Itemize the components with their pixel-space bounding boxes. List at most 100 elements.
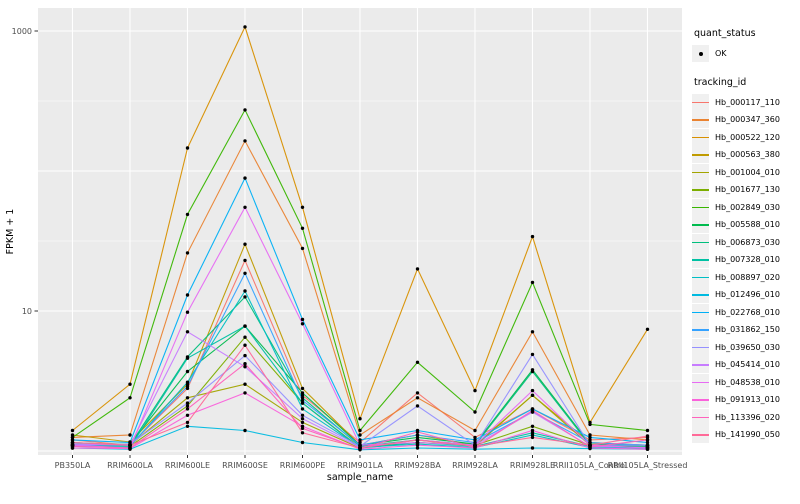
- data-point: [358, 446, 362, 450]
- data-point: [530, 428, 535, 433]
- data-point: [185, 293, 190, 297]
- data-point: [243, 391, 247, 395]
- data-point: [645, 447, 650, 451]
- legend-item-Hb_039650_030: Hb_039650_030: [692, 338, 800, 357]
- data-point: [243, 428, 247, 433]
- legend-line-swatch: [692, 391, 709, 409]
- x-tick-label: RRIM928LE: [510, 461, 555, 470]
- data-point: [243, 362, 247, 366]
- data-point: [243, 343, 247, 347]
- legend-item-label: Hb_048538_010: [715, 377, 780, 387]
- data-point: [185, 404, 190, 408]
- legend-item-Hb_022768_010: Hb_022768_010: [692, 303, 800, 322]
- data-point: [185, 407, 190, 411]
- data-point: [415, 360, 420, 364]
- data-point: [70, 438, 75, 442]
- legend-item-Hb_001004_010: Hb_001004_010: [692, 163, 800, 182]
- legend-title-quant-status: quant_status: [694, 28, 756, 39]
- x-tick-label: RRIM600SE: [222, 461, 268, 470]
- legend-title-tracking-id: tracking_id: [694, 76, 747, 88]
- data-point: [185, 212, 190, 217]
- data-point: [415, 391, 420, 395]
- data-point: [473, 438, 477, 442]
- data-point: [243, 242, 247, 246]
- data-point: [645, 434, 650, 438]
- legend-item-label: OK: [715, 49, 727, 59]
- legend-line-swatch: [692, 181, 709, 199]
- legend-item-Hb_031862_150: Hb_031862_150: [692, 321, 800, 339]
- data-point: [300, 440, 305, 445]
- data-point: [358, 417, 362, 421]
- data-point: [415, 433, 420, 437]
- legend-item-label: Hb_045414_010: [715, 360, 780, 370]
- data-point: [128, 396, 132, 400]
- quant-status-items: OK: [692, 45, 800, 63]
- data-point: [358, 443, 362, 447]
- data-point: [473, 444, 477, 448]
- legend-item-label: Hb_006873_030: [715, 237, 780, 247]
- quant-status-point-icon: [692, 45, 709, 63]
- data-point: [473, 410, 477, 414]
- data-point: [300, 396, 305, 400]
- data-point: [243, 205, 247, 209]
- data-point: [300, 246, 305, 251]
- data-point: [300, 407, 305, 411]
- data-point: [415, 446, 420, 450]
- data-point: [415, 438, 420, 442]
- data-point: [243, 353, 247, 358]
- data-point: [530, 393, 535, 397]
- data-point: [415, 396, 420, 400]
- legend-line-swatch: [692, 303, 709, 321]
- y-tick-label: 10: [22, 307, 32, 316]
- legend-item-quant-status: OK: [692, 45, 800, 63]
- data-point: [530, 330, 535, 334]
- legend-item-Hb_000563_380: Hb_000563_380: [692, 146, 800, 164]
- x-tick-label: RRIM928LA: [452, 461, 498, 470]
- data-point: [243, 382, 247, 386]
- data-point: [300, 426, 305, 431]
- data-point: [645, 440, 650, 445]
- data-point: [415, 404, 420, 408]
- data-point: [473, 435, 477, 440]
- data-point: [128, 446, 132, 450]
- data-point: [70, 435, 75, 440]
- data-point: [300, 226, 305, 230]
- data-point: [645, 428, 650, 433]
- data-point: [185, 401, 190, 405]
- x-tick-label: RRII105LA_Stressed: [608, 461, 688, 470]
- data-point: [243, 258, 247, 263]
- data-point: [530, 446, 535, 450]
- legend-line-swatch: [692, 356, 709, 374]
- legend-line-swatch: [692, 163, 709, 181]
- data-point: [243, 295, 247, 299]
- data-point: [358, 440, 362, 445]
- data-point: [473, 440, 477, 445]
- legend-item-Hb_000522_120: Hb_000522_120: [692, 128, 800, 147]
- data-point: [185, 380, 190, 384]
- data-point: [243, 25, 247, 29]
- data-point: [185, 356, 190, 360]
- legend-item-Hb_045414_010: Hb_045414_010: [692, 356, 800, 374]
- x-tick-label: RRII105LA_Control: [553, 461, 627, 470]
- y-axis-title: FPKM + 1: [5, 209, 16, 255]
- legend-item-label: Hb_000522_120: [715, 132, 780, 142]
- legend-line-swatch: [692, 198, 709, 216]
- legend-line-swatch: [692, 93, 709, 111]
- data-point: [185, 413, 190, 417]
- x-tick-label: RRIM600LA: [107, 461, 153, 470]
- data-point: [530, 369, 535, 374]
- data-point: [300, 391, 305, 395]
- data-point: [300, 393, 305, 397]
- data-point: [358, 438, 362, 442]
- data-point: [300, 431, 305, 435]
- data-point: [185, 251, 190, 255]
- data-point: [128, 382, 132, 386]
- data-point: [300, 413, 305, 417]
- legend-item-Hb_141990_050: Hb_141990_050: [692, 426, 800, 444]
- legend-item-Hb_000347_360: Hb_000347_360: [692, 111, 800, 129]
- data-point: [300, 401, 305, 405]
- legend-line-swatch: [692, 251, 709, 269]
- data-point: [300, 420, 305, 425]
- data-point: [300, 205, 305, 209]
